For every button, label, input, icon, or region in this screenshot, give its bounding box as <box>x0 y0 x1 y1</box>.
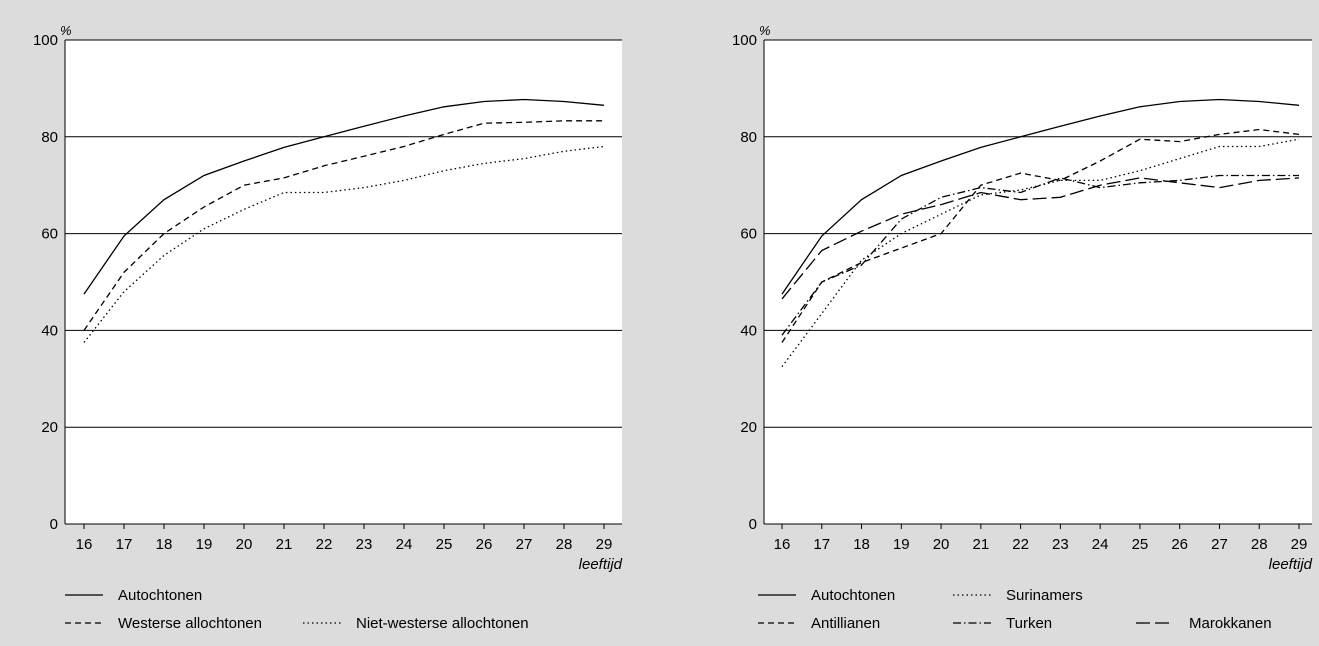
x-tick-label: 24 <box>1092 536 1109 553</box>
x-tick-label: 21 <box>973 536 990 553</box>
x-tick-label: 26 <box>1171 536 1188 553</box>
legend-label-turken: Turken <box>1006 615 1052 632</box>
y-unit-label: % <box>60 23 72 38</box>
x-tick-label: 25 <box>1132 536 1149 553</box>
y-tick-label: 40 <box>740 322 757 339</box>
x-tick-label: 18 <box>156 536 173 553</box>
y-tick-label: 0 <box>749 516 757 533</box>
series-line-autochtonen <box>83 98 605 295</box>
x-tick-label: 21 <box>276 536 293 553</box>
x-tick-label: 23 <box>1052 536 1069 553</box>
x-tick-label: 19 <box>893 536 910 553</box>
y-tick-label: 20 <box>41 419 58 436</box>
y-tick-label: 100 <box>33 32 58 49</box>
x-axis-label: leeftijd <box>579 556 623 573</box>
x-tick-label: 26 <box>476 536 493 553</box>
y-tick-label: 20 <box>740 419 757 436</box>
legend-label-surinamers: Surinamers <box>1006 587 1083 604</box>
plot-area <box>65 40 622 524</box>
x-tick-label: 27 <box>516 536 533 553</box>
y-tick-label: 60 <box>41 226 58 243</box>
chart-left: 0 20 40 60 80 100% 16 17 18 19 20 21 22 23 24 25 26 27 28 2… <box>33 23 623 632</box>
x-tick-label: 16 <box>774 536 791 553</box>
x-tick-label: 29 <box>596 536 613 553</box>
series-line-autochtonen <box>781 98 1300 295</box>
series-line-marokkanen <box>781 177 1300 300</box>
y-tick-label: 80 <box>41 129 58 146</box>
x-tick-label: 20 <box>236 536 253 553</box>
plot-area <box>764 40 1312 524</box>
x-tick-label: 17 <box>813 536 830 553</box>
series-line-niet-westerse-allochtonen <box>83 145 605 343</box>
series-line-westerse-allochtonen <box>83 120 604 331</box>
y-tick-label: 60 <box>740 226 757 243</box>
legend-label-autochtonen: Autochtonen <box>811 587 895 604</box>
legend-label-marokkanen: Marokkanen <box>1189 615 1272 632</box>
x-tick-label: 27 <box>1211 536 1228 553</box>
legend-label-autochtonen: Autochtonen <box>118 587 202 604</box>
x-tick-label: 22 <box>316 536 333 553</box>
x-tick-label: 28 <box>1251 536 1268 553</box>
x-tick-label: 18 <box>853 536 870 553</box>
x-axis-label: leeftijd <box>1269 556 1313 573</box>
y-tick-label: 80 <box>740 129 757 146</box>
x-tick-label: 29 <box>1291 536 1308 553</box>
x-tick-label: 28 <box>556 536 573 553</box>
x-tick-label: 25 <box>436 536 453 553</box>
y-unit-label: % <box>759 23 771 38</box>
series-line-turken <box>781 174 1299 336</box>
legend-label-antillianen: Antillianen <box>811 615 880 632</box>
chart-right: 0 20 40 60 80 100% 16 17 18 19 20 21 22 23 24 25 26 27 28 2… <box>732 23 1313 632</box>
x-tick-label: 23 <box>356 536 373 553</box>
x-tick-label: 17 <box>116 536 133 553</box>
y-tick-label: 40 <box>41 322 58 339</box>
legend-label-niet-westerse-allochtonen: Niet-westerse allochtonen <box>356 615 529 632</box>
y-tick-label: 0 <box>50 516 58 533</box>
x-tick-label: 24 <box>396 536 413 553</box>
x-tick-label: 22 <box>1012 536 1029 553</box>
legend-label-westerse-allochtonen: Westerse allochtonen <box>118 615 262 632</box>
x-tick-label: 16 <box>76 536 93 553</box>
x-tick-label: 20 <box>933 536 950 553</box>
y-tick-label: 100 <box>732 32 757 49</box>
series-line-antillianen <box>781 128 1300 343</box>
x-tick-label: 19 <box>196 536 213 553</box>
